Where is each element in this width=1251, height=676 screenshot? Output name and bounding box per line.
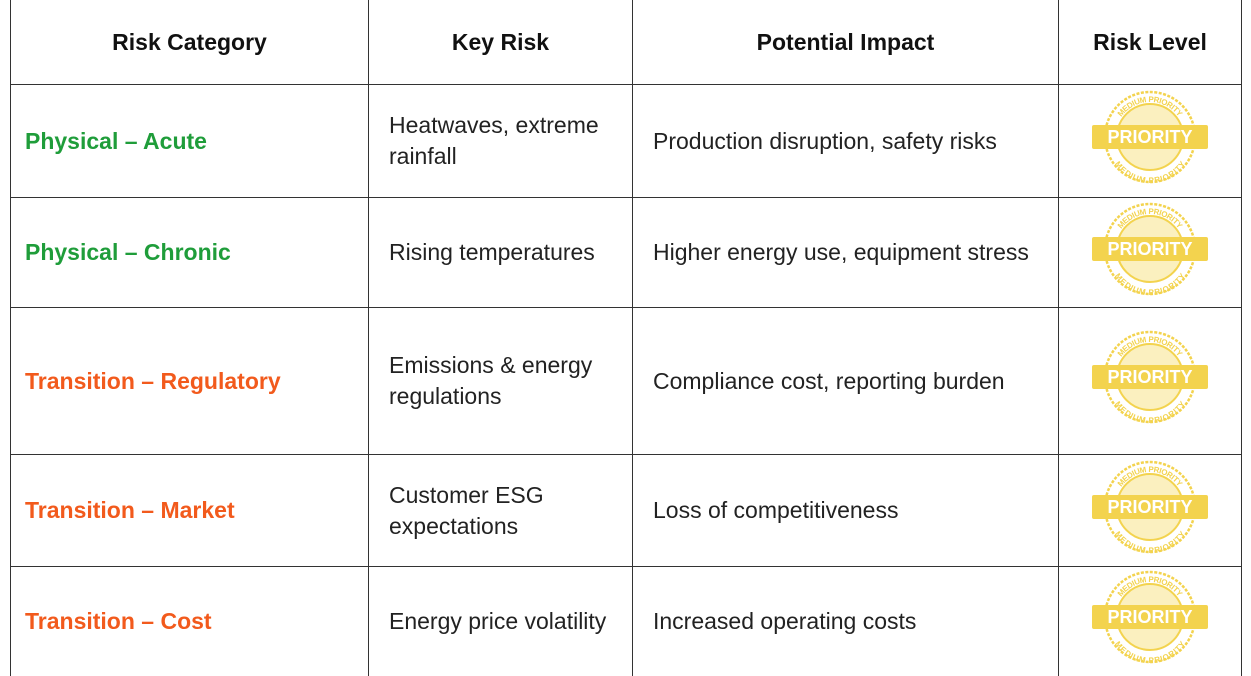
header-cell: Key Risk — [368, 0, 633, 85]
stamp-band — [1092, 125, 1208, 149]
stamp-band — [1092, 236, 1208, 261]
stamp-label: PRIORITY — [1107, 127, 1192, 147]
header-row: Risk Category Key Risk Potential Impact … — [10, 0, 1242, 85]
row: Physical – Acute Heatwaves, extreme rainf… — [10, 84, 1242, 198]
potential-impact: Compliance cost, reporting burden — [632, 307, 1059, 455]
key-risk: Heatwaves, extreme rainfall — [368, 84, 633, 198]
risk-level: MEDIUM PRIORITY MEDIUM PRIORITY PRIORITY — [1058, 454, 1242, 567]
risk-category: Transition – Market — [10, 454, 369, 567]
key-risk: Energy price volatility — [368, 566, 633, 676]
header-cell: Risk Category — [10, 0, 369, 85]
potential-impact: Increased operating costs — [632, 566, 1059, 676]
stamp-band — [1092, 365, 1208, 389]
risk-category: Physical – Chronic — [10, 197, 369, 308]
key-risk: Customer ESG expectations — [368, 454, 633, 567]
stamp-label: PRIORITY — [1107, 367, 1192, 387]
row: Transition – Market Customer ESG expectat… — [10, 454, 1242, 567]
risk-level: MEDIUM PRIORITY MEDIUM PRIORITY PRIORITY — [1058, 197, 1242, 308]
row: Transition – Cost Energy price volatility… — [10, 566, 1242, 676]
stamp-band — [1092, 494, 1208, 519]
risk-table: Risk Category Key Risk Potential Impact … — [10, 0, 1242, 676]
stamp-label: PRIORITY — [1107, 607, 1192, 627]
stamp-band — [1092, 605, 1208, 630]
potential-impact: Production disruption, safety risks — [632, 84, 1059, 198]
potential-impact: Higher energy use, equipment stress — [632, 197, 1059, 308]
risk-level: MEDIUM PRIORITY MEDIUM PRIORITY PRIORITY — [1058, 307, 1242, 455]
header-cell: Risk Level — [1058, 0, 1242, 85]
key-risk: Emissions & energy regulations — [368, 307, 633, 455]
risk-level: MEDIUM PRIORITY MEDIUM PRIORITY PRIORITY — [1058, 566, 1242, 676]
risk-category: Physical – Acute — [10, 84, 369, 198]
row: Physical – Chronic Rising temperatures Hig… — [10, 197, 1242, 308]
potential-impact: Loss of competitiveness — [632, 454, 1059, 567]
stamp-label: PRIORITY — [1107, 239, 1192, 259]
row: Transition – Regulatory Emissions & energ… — [10, 307, 1242, 455]
key-risk: Rising temperatures — [368, 197, 633, 308]
risk-level: MEDIUM PRIORITY MEDIUM PRIORITY PRIORITY — [1058, 84, 1242, 198]
risk-category: Transition – Regulatory — [10, 307, 369, 455]
risk-category: Transition – Cost — [10, 566, 369, 676]
header-cell: Potential Impact — [632, 0, 1059, 85]
stamp-label: PRIORITY — [1107, 497, 1192, 517]
